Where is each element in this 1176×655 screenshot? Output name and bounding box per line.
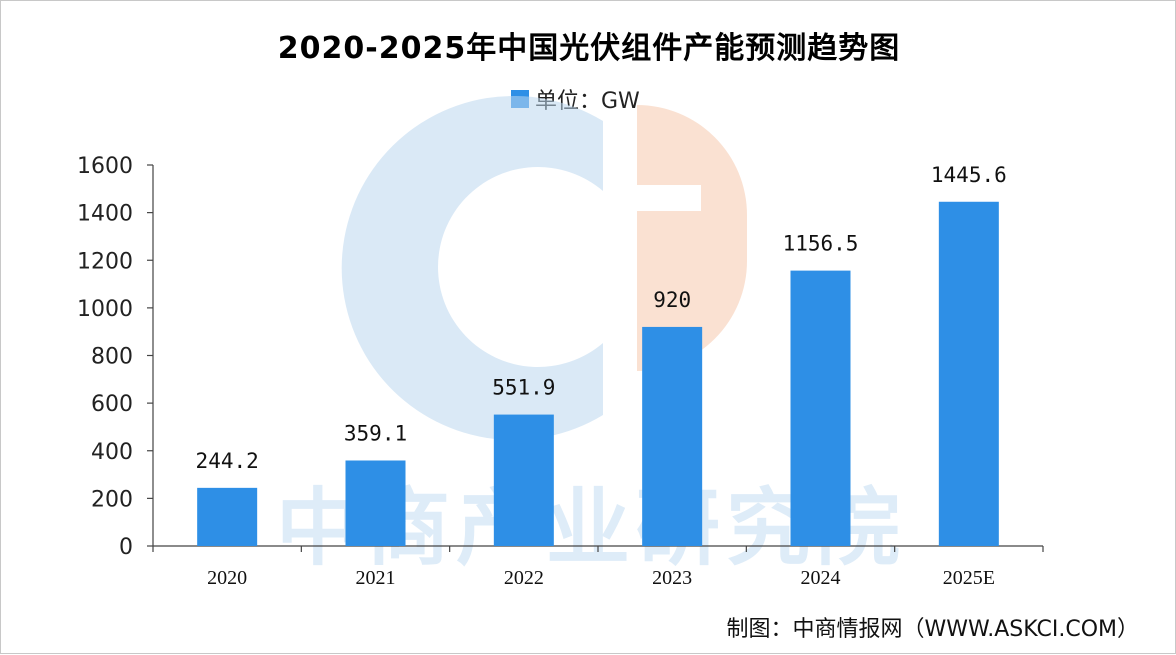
x-tick-label-2020: 2020 xyxy=(207,567,247,589)
y-tick-label: 0 xyxy=(119,535,133,560)
source-note: 制图：中商情报网（WWW.ASKCI.COM） xyxy=(726,617,1139,642)
y-tick-label: 1600 xyxy=(77,154,133,179)
y-tick-label: 1000 xyxy=(77,297,133,322)
chart-title: 2020-2025年中国光伏组件产能预测趋势图 xyxy=(277,31,901,66)
bar-2022 xyxy=(493,414,554,546)
bar-2025E xyxy=(938,201,999,547)
y-tick-label: 600 xyxy=(91,392,133,417)
data-label-2021: 359.1 xyxy=(344,421,407,445)
bar-2023 xyxy=(642,326,703,546)
bar-2020 xyxy=(197,487,258,546)
y-tick-label: 200 xyxy=(91,487,133,512)
labels-group: 244.2 2020 359.1 2021 551.9 2022 920 2023 1156.5… xyxy=(196,163,1007,589)
data-label-2020: 244.2 xyxy=(196,449,259,473)
x-tick-label-2022: 2022 xyxy=(504,567,544,589)
data-label-2025E: 1445.6 xyxy=(931,163,1007,187)
y-tick-label: 1400 xyxy=(77,202,133,227)
watermark-logo xyxy=(341,95,747,440)
x-tick-label-2025E: 2025E xyxy=(943,567,995,589)
bars-group xyxy=(197,201,999,547)
x-tick-label-2023: 2023 xyxy=(652,567,692,589)
data-label-2022: 551.9 xyxy=(492,376,555,400)
bar-2021 xyxy=(345,460,406,546)
data-label-2024: 1156.5 xyxy=(783,232,859,256)
y-tick-label: 400 xyxy=(91,440,133,465)
x-tick-label-2021: 2021 xyxy=(356,567,396,589)
axes: 0 200 400 600 800 1000 1200 1400 1600 xyxy=(77,154,1044,560)
data-label-2023: 920 xyxy=(653,288,691,312)
x-tick-label-2024: 2024 xyxy=(801,567,841,589)
bar-2024 xyxy=(790,270,851,546)
y-tick-label: 800 xyxy=(91,345,133,370)
y-tick-label: 1200 xyxy=(77,249,133,274)
